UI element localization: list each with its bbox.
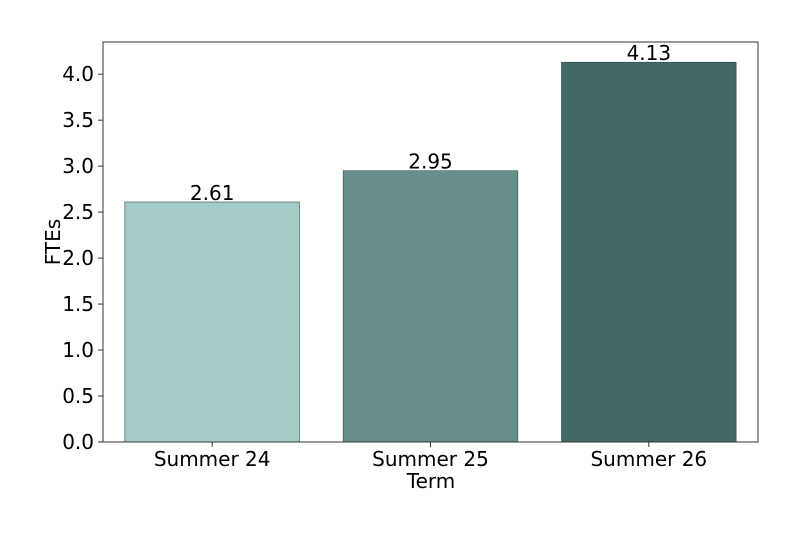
y-tick-label: 1.5 [62, 292, 94, 316]
y-tick-label: 4.0 [62, 62, 94, 86]
x-tick-label: Summer 24 [154, 447, 271, 471]
y-axis-label: FTEs [41, 219, 65, 265]
y-tick-label: 2.5 [62, 200, 94, 224]
y-tick-label: 0.0 [62, 430, 94, 454]
bar-value-label: 2.61 [190, 181, 235, 205]
x-tick-label: Summer 26 [590, 447, 707, 471]
bar-value-label: 4.13 [627, 41, 672, 65]
x-axis-label: Term [406, 469, 455, 493]
y-tick-label: 3.0 [62, 154, 94, 178]
bar [342, 170, 519, 443]
y-tick-label: 3.5 [62, 108, 94, 132]
x-axis: Summer 24 Summer 25 Summer 26 [154, 442, 707, 471]
bar-value-label: 2.95 [408, 150, 453, 174]
bar [124, 201, 300, 443]
x-tick-label: Summer 25 [372, 447, 489, 471]
y-tick-label: 2.0 [62, 246, 94, 270]
y-tick-label: 1.0 [62, 338, 94, 362]
bar [561, 61, 737, 443]
y-tick-label: 0.5 [62, 384, 94, 408]
bars-group [124, 61, 737, 443]
y-axis: 0.0 0.5 1.0 1.5 2.0 2.5 3.0 3.5 4.0 [62, 62, 103, 454]
bar-value-labels: 2.61 2.95 4.13 [190, 41, 671, 205]
